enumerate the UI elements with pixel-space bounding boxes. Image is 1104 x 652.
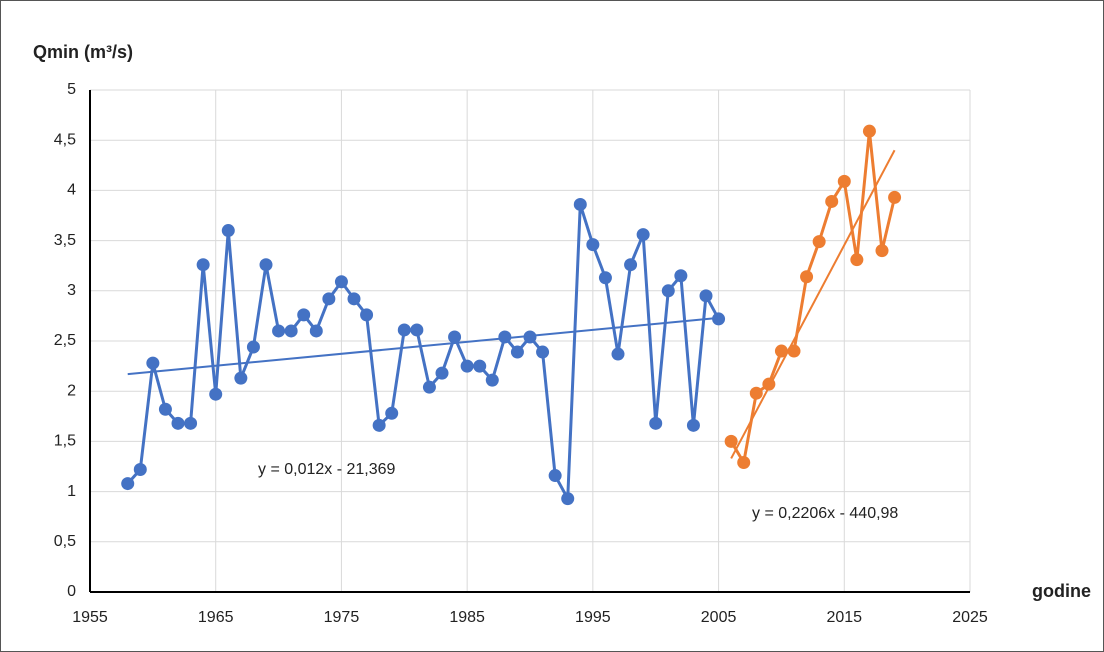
data-point — [762, 377, 776, 391]
y-tick-label: 4 — [67, 182, 76, 199]
y-tick-label: 0,5 — [54, 533, 76, 550]
trendline — [127, 316, 719, 376]
data-point — [221, 224, 235, 238]
data-point — [297, 308, 311, 322]
data-point — [435, 366, 449, 380]
y-tick-label: 0 — [67, 583, 76, 600]
data-point — [372, 418, 386, 432]
data-point — [234, 371, 248, 385]
data-point — [787, 344, 801, 358]
data-point — [812, 235, 826, 249]
data-point — [347, 292, 361, 306]
x-axis-label: godine — [1032, 581, 1091, 601]
data-point — [284, 324, 298, 338]
y-tick-label: 3,5 — [54, 232, 76, 249]
x-tick-label: 1965 — [198, 609, 234, 626]
y-tick-label: 5 — [67, 81, 76, 98]
data-point — [649, 416, 663, 430]
data-point — [536, 345, 550, 359]
data-point — [699, 289, 713, 303]
x-tick-label: 1975 — [324, 609, 360, 626]
data-point — [184, 416, 198, 430]
data-point — [661, 284, 675, 298]
y-tick-label: 1,5 — [54, 433, 76, 450]
data-point — [875, 244, 889, 258]
data-point — [712, 312, 726, 326]
data-point — [774, 344, 788, 358]
trendline — [730, 149, 896, 459]
data-point — [586, 238, 600, 252]
data-point — [573, 197, 587, 211]
data-point — [133, 463, 147, 477]
data-point — [724, 434, 738, 448]
x-tick-label: 2025 — [952, 609, 988, 626]
y-tick-label: 4,5 — [54, 131, 76, 148]
data-point — [837, 174, 851, 188]
data-point — [561, 492, 575, 506]
data-point — [800, 270, 814, 284]
trendline-equation: y = 0,012x - 21,369 — [258, 461, 396, 478]
data-point — [749, 386, 763, 400]
data-point — [334, 275, 348, 289]
data-point — [611, 347, 625, 361]
y-tick-label: 3 — [67, 282, 76, 299]
data-point — [523, 330, 537, 344]
data-point — [624, 258, 638, 272]
y-tick-label: 1 — [67, 483, 76, 500]
data-point — [598, 271, 612, 285]
data-point — [485, 373, 499, 387]
data-point — [850, 253, 864, 267]
data-point — [158, 402, 172, 416]
x-tick-label: 1985 — [449, 609, 485, 626]
x-tick-label: 1995 — [575, 609, 611, 626]
data-point — [209, 387, 223, 401]
data-point — [397, 323, 411, 337]
data-point — [498, 330, 512, 344]
data-point — [146, 356, 160, 370]
x-tick-label: 1955 — [72, 609, 108, 626]
trendline-equation: y = 0,2206x - 440,98 — [752, 505, 898, 522]
data-point — [510, 345, 524, 359]
data-point — [888, 190, 902, 204]
data-point — [674, 269, 688, 283]
y-axis-label: Qmin (m³/s) — [33, 42, 133, 62]
data-point — [636, 228, 650, 242]
data-point — [862, 124, 876, 138]
x-tick-label: 2005 — [701, 609, 737, 626]
data-point — [259, 258, 273, 272]
data-point — [171, 416, 185, 430]
data-point — [121, 477, 135, 491]
data-point — [309, 324, 323, 338]
data-point — [410, 323, 424, 337]
x-tick-label: 2015 — [826, 609, 862, 626]
data-point — [737, 455, 751, 469]
data-point — [196, 258, 210, 272]
data-point — [422, 380, 436, 394]
data-point — [246, 340, 260, 354]
data-point — [460, 359, 474, 373]
data-point — [322, 292, 336, 306]
data-point — [448, 330, 462, 344]
y-tick-label: 2 — [67, 382, 76, 399]
data-point — [385, 406, 399, 420]
data-point — [825, 194, 839, 208]
data-point — [360, 308, 374, 322]
y-tick-label: 2,5 — [54, 332, 76, 349]
data-point — [473, 359, 487, 373]
data-point — [272, 324, 286, 338]
series-line — [126, 202, 720, 501]
data-point — [548, 469, 562, 483]
data-point — [686, 418, 700, 432]
